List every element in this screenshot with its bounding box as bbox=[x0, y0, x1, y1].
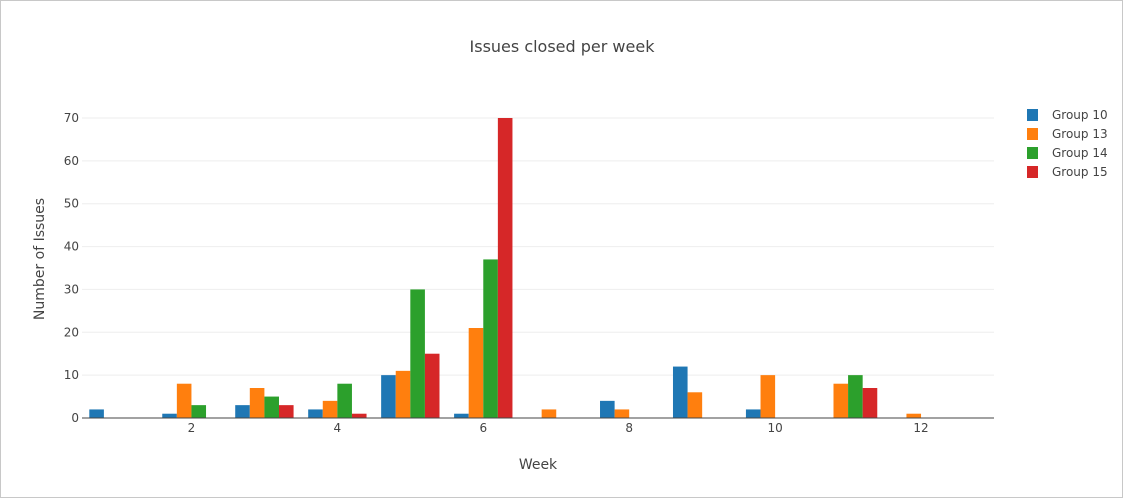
bar-group-13-week-6 bbox=[468, 328, 484, 418]
legend-swatch bbox=[1027, 147, 1038, 159]
y-tick-label: 10 bbox=[64, 368, 79, 382]
y-tick-label: 60 bbox=[64, 154, 79, 168]
legend-swatch bbox=[1027, 166, 1038, 178]
legend-label: Group 14 bbox=[1052, 146, 1108, 160]
bars bbox=[82, 118, 994, 419]
y-axis-title: Number of Issues bbox=[32, 198, 48, 320]
y-tick-label: 40 bbox=[64, 240, 79, 254]
y-tick-label: 20 bbox=[64, 325, 79, 339]
y-tick-label: 50 bbox=[64, 197, 79, 211]
x-tick-label: 10 bbox=[767, 421, 782, 435]
bar-group-13-week-8 bbox=[614, 409, 630, 418]
y-tick-label: 70 bbox=[64, 111, 79, 125]
bar-group-13-week-2 bbox=[176, 383, 192, 418]
bar-group-14-week-11 bbox=[848, 375, 863, 418]
x-tick-label: 2 bbox=[188, 421, 196, 435]
bar-group-10-week-5 bbox=[381, 375, 396, 418]
bar-group-13-week-3 bbox=[249, 388, 265, 418]
bar-group-10-week-4 bbox=[308, 409, 323, 418]
bar-group-15-week-11 bbox=[862, 388, 878, 418]
bar-group-13-week-10 bbox=[760, 375, 776, 418]
x-axis-title: Week bbox=[519, 457, 558, 473]
legend-item[interactable]: Group 13 bbox=[1027, 127, 1108, 141]
bar-group-13-week-4 bbox=[322, 400, 338, 418]
bar-group-13-week-5 bbox=[395, 370, 411, 418]
bar-group-15-week-5 bbox=[424, 353, 440, 418]
x-tick-label: 12 bbox=[913, 421, 928, 435]
y-tick-label: 30 bbox=[64, 282, 79, 296]
bar-group-13-week-11 bbox=[833, 383, 849, 418]
bar-group-14-week-4 bbox=[337, 383, 352, 418]
legend: Group 10 Group 13 Group 14 Group 15 bbox=[1027, 108, 1108, 179]
legend-item[interactable]: Group 14 bbox=[1027, 146, 1108, 160]
x-tick-label: 6 bbox=[479, 421, 487, 435]
legend-swatch bbox=[1027, 109, 1038, 121]
bar-group-15-week-4 bbox=[351, 413, 367, 418]
bar-group-15-week-3 bbox=[278, 405, 294, 418]
bar-group-10-week-6 bbox=[454, 413, 469, 418]
bar-group-10-week-8 bbox=[600, 400, 615, 418]
bar-group-10-week-2 bbox=[162, 413, 177, 418]
gridlines bbox=[82, 117, 994, 376]
legend-label: Group 10 bbox=[1052, 108, 1108, 122]
legend-item[interactable]: Group 10 bbox=[1027, 108, 1108, 122]
bar-group-10-week-10 bbox=[745, 409, 761, 418]
bar-group-14-week-6 bbox=[483, 259, 498, 418]
bar-group-13-week-9 bbox=[687, 392, 703, 418]
bar-group-15-week-6 bbox=[497, 118, 513, 418]
legend-item[interactable]: Group 15 bbox=[1027, 165, 1108, 179]
legend-label: Group 13 bbox=[1052, 127, 1108, 141]
y-axis-ticks: 0 10 20 30 40 50 60 70 bbox=[64, 111, 79, 425]
x-tick-label: 4 bbox=[334, 421, 342, 435]
x-axis-ticks: 2 4 6 8 10 12 bbox=[188, 421, 929, 435]
chart-title: Issues closed per week bbox=[470, 37, 656, 56]
bar-group-14-week-5 bbox=[410, 289, 425, 418]
bar-group-14-week-3 bbox=[264, 396, 279, 418]
x-tick-label: 8 bbox=[625, 421, 633, 435]
bar-group-10-week-1 bbox=[89, 409, 104, 418]
legend-swatch bbox=[1027, 128, 1038, 140]
bar-group-14-week-2 bbox=[191, 405, 207, 418]
bar-group-10-week-3 bbox=[235, 405, 250, 418]
legend-label: Group 15 bbox=[1052, 165, 1108, 179]
y-tick-label: 0 bbox=[71, 411, 79, 425]
bar-group-13-week-7 bbox=[541, 409, 557, 418]
bar-group-13-week-12 bbox=[906, 413, 922, 418]
bar-group-10-week-9 bbox=[672, 366, 688, 418]
